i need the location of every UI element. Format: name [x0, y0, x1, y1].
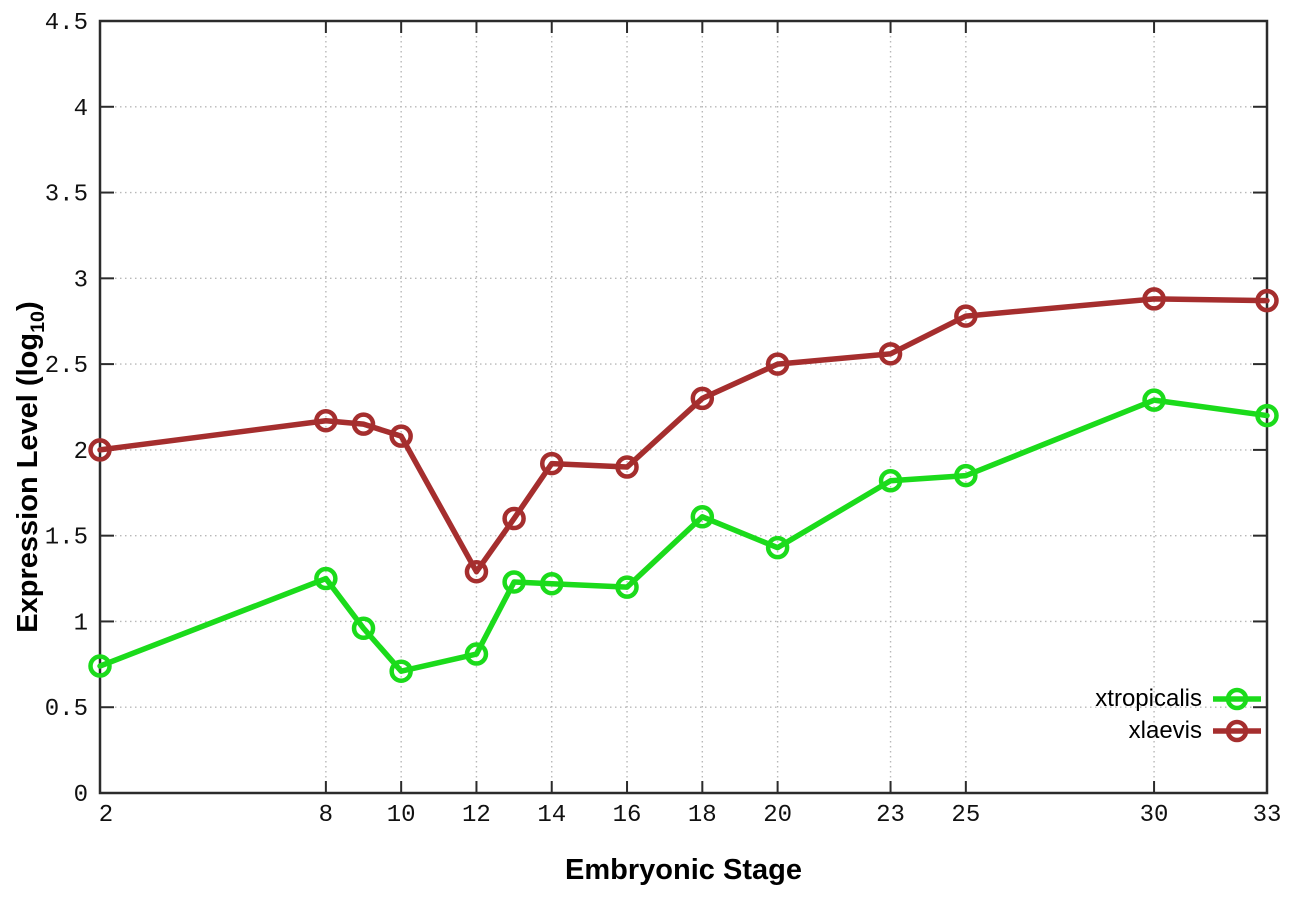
y-tick-label: 0: [74, 782, 88, 809]
x-tick-label: 8: [319, 802, 333, 829]
y-tick-label: 4.5: [45, 10, 88, 37]
series-xtropicalis: [88, 388, 1279, 683]
series: [88, 287, 1279, 683]
data-point-marker: [954, 463, 978, 488]
legend-line-marker-icon: [1213, 719, 1261, 743]
data-point-marker: [502, 570, 526, 594]
data-point-marker: [765, 535, 790, 560]
data-point-marker: [1142, 287, 1166, 311]
legend-item-xlaevis: xlaevis: [1129, 716, 1262, 746]
data-point-marker: [314, 566, 338, 591]
x-tick-label: 10: [387, 802, 416, 829]
x-tick-label: 18: [688, 802, 717, 829]
data-point-marker: [539, 571, 564, 596]
data-point-marker: [314, 408, 338, 433]
x-tick-label: 14: [537, 802, 566, 829]
x-tick-label: 2: [99, 802, 113, 829]
data-point-marker: [690, 386, 715, 411]
data-point-marker: [464, 642, 489, 666]
y-tick-label: 0.5: [45, 696, 88, 723]
x-tick-label: 33: [1253, 802, 1282, 829]
data-point-marker: [88, 438, 112, 462]
data-point-marker: [878, 469, 903, 493]
data-point-marker: [954, 304, 978, 328]
tick-marks: [99, 20, 1268, 794]
data-point-marker: [351, 412, 376, 436]
y-tick-label: 2.5: [45, 353, 88, 380]
y-axis-title-close: ): [12, 301, 44, 311]
y-tick-label: 4: [74, 96, 88, 123]
y-axis-title-text: Expression Level (log: [12, 332, 44, 633]
data-point-marker: [464, 559, 489, 584]
x-tick-label: 16: [613, 802, 642, 829]
data-point-marker: [1142, 388, 1166, 412]
data-point-marker: [389, 424, 413, 448]
x-tick-label: 12: [462, 802, 491, 829]
data-point-marker: [539, 451, 564, 476]
legend-line-marker-icon: [1213, 687, 1261, 711]
y-tick-label: 1.5: [45, 525, 88, 552]
x-tick-label: 30: [1140, 802, 1169, 829]
x-tick-label: 20: [763, 802, 792, 829]
gridlines: [100, 21, 1267, 793]
data-point-marker: [351, 616, 376, 641]
y-tick-label: 1: [74, 610, 88, 637]
data-point-marker: [1255, 288, 1279, 313]
legend-label: xlaevis: [1128, 717, 1202, 744]
y-axis-title-subscript: 10: [26, 311, 49, 333]
legend-item-xtropicalis: xtropicalis: [1095, 684, 1262, 714]
tick-labels: 2 8 10 12 14 16 18 20 23 25 30 33 0 0.5 1 1.5 2 2.5 3 3.5 4 4…: [45, 10, 1282, 829]
data-point-marker: [765, 352, 790, 376]
y-tick-label: 3: [74, 267, 88, 294]
y-tick-label: 3.5: [45, 182, 88, 209]
x-tick-label: 23: [876, 802, 905, 829]
data-point-marker: [502, 506, 526, 531]
data-point-marker: [615, 575, 639, 599]
data-point-marker: [690, 505, 715, 529]
x-tick-label: 25: [951, 802, 980, 829]
data-point-marker: [615, 455, 639, 479]
y-tick-label: 2: [74, 439, 88, 466]
data-point-marker: [389, 659, 413, 683]
x-axis-title: Embryonic Stage: [565, 854, 802, 886]
data-point-marker: [878, 342, 903, 366]
data-point-marker: [1255, 403, 1279, 428]
series-xlaevis: [88, 287, 1279, 584]
y-axis-title: Expression Level (log10): [6, 147, 50, 787]
data-point-marker: [88, 654, 112, 678]
legend-label: xtropicalis: [1095, 685, 1202, 712]
axes: [98, 19, 1269, 795]
legend: xtropicalis xlaevis: [1095, 684, 1262, 746]
